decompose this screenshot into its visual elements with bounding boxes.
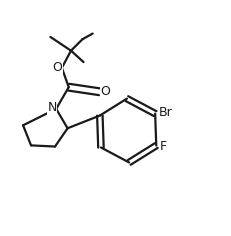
Text: O: O xyxy=(52,61,62,74)
Text: F: F xyxy=(160,139,167,152)
Text: N: N xyxy=(47,101,57,114)
Text: Br: Br xyxy=(159,106,173,119)
Text: O: O xyxy=(100,85,110,98)
